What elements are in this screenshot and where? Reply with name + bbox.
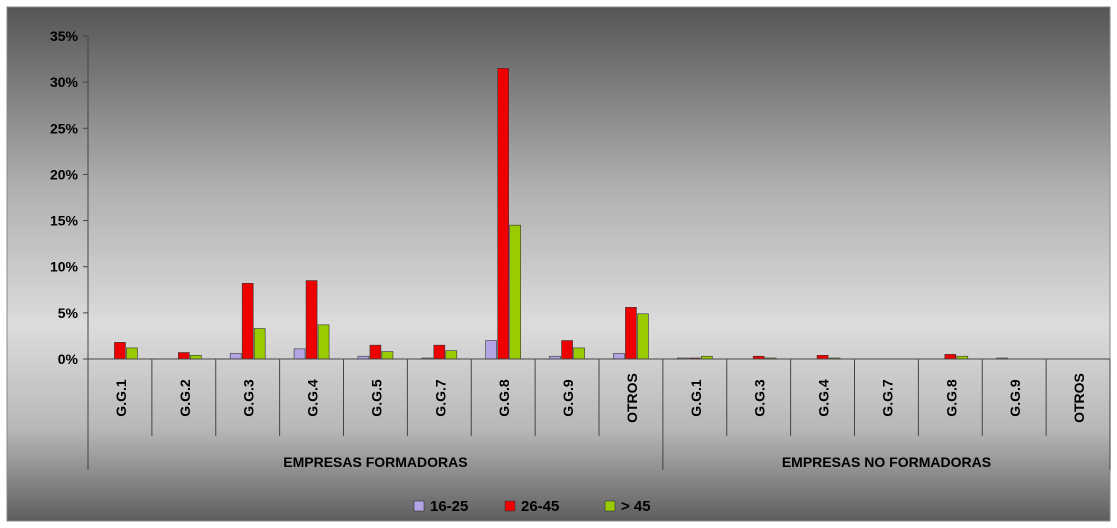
bar bbox=[293, 348, 306, 360]
bar bbox=[637, 313, 649, 360]
bar bbox=[816, 355, 829, 360]
legend-swatch bbox=[504, 500, 516, 512]
x-tick-label: G.G.1 bbox=[688, 379, 704, 417]
bar bbox=[126, 347, 138, 360]
bar bbox=[114, 342, 126, 360]
y-tick-label: 30% bbox=[50, 74, 79, 90]
bar bbox=[433, 344, 446, 360]
y-tick-label: 20% bbox=[50, 166, 79, 182]
bar bbox=[573, 347, 585, 360]
bar bbox=[305, 280, 318, 360]
legend-label: > 45 bbox=[621, 498, 651, 515]
bar bbox=[613, 353, 625, 360]
x-tick-label: G.G.7 bbox=[879, 379, 895, 417]
x-tick-label: G.G.3 bbox=[752, 379, 768, 417]
x-tick-label: G.G.2 bbox=[177, 379, 193, 417]
x-tick-label: G.G.4 bbox=[305, 379, 321, 417]
x-axis: G.G.1 G.G.2 G.G.3 G.G.4 G.G.5 G.G.7 G.G.8 G.G.9… bbox=[87, 358, 1111, 470]
bar bbox=[497, 68, 509, 360]
bars bbox=[114, 68, 1008, 360]
y-axis: 0% 5% 10% 15% 20% 25% 30% 35% bbox=[50, 28, 89, 367]
bar bbox=[178, 352, 190, 360]
bar bbox=[317, 324, 330, 360]
y-tick-label: 15% bbox=[50, 213, 79, 229]
bar bbox=[944, 354, 957, 360]
x-group-label: EMPRESAS FORMADORAS bbox=[283, 454, 467, 470]
y-tick-label: 10% bbox=[50, 259, 79, 275]
y-tick-label: 25% bbox=[50, 120, 79, 136]
legend-label: 16-25 bbox=[430, 498, 468, 515]
x-tick-label: G.G.1 bbox=[113, 379, 129, 417]
bar bbox=[253, 328, 266, 360]
x-tick-label: G.G.4 bbox=[816, 379, 832, 417]
chart-background bbox=[6, 6, 1111, 522]
legend-swatch bbox=[413, 500, 425, 512]
bar bbox=[241, 283, 254, 360]
x-tick-label: G.G.5 bbox=[368, 379, 384, 417]
x-tick-label: OTROS bbox=[624, 373, 640, 423]
x-tick-label: G.G.3 bbox=[241, 379, 257, 417]
x-tick-label: G.G.9 bbox=[1007, 379, 1023, 417]
y-tick-label: 5% bbox=[58, 305, 79, 321]
x-tick-label: G.G.9 bbox=[560, 379, 576, 417]
x-tick-label: G.G.8 bbox=[496, 379, 512, 417]
bar bbox=[190, 355, 202, 360]
legend-label: 26-45 bbox=[521, 498, 559, 515]
bar bbox=[485, 340, 497, 360]
y-tick-label: 35% bbox=[50, 28, 79, 44]
legend-swatch bbox=[604, 500, 616, 512]
bar bbox=[561, 340, 573, 360]
bar bbox=[445, 350, 458, 360]
bar bbox=[229, 353, 242, 360]
x-tick-label: G.G.8 bbox=[943, 379, 959, 417]
bar bbox=[625, 307, 637, 360]
x-tick-label: OTROS bbox=[1071, 373, 1087, 423]
bar bbox=[509, 224, 521, 360]
y-tick-label: 0% bbox=[58, 351, 79, 367]
x-tick-label: G.G.7 bbox=[432, 379, 448, 417]
bar bbox=[381, 351, 394, 360]
x-group-label: EMPRESAS NO FORMADORAS bbox=[782, 454, 991, 470]
legend: 16-25 26-45 > 45 bbox=[413, 498, 651, 515]
bar bbox=[369, 344, 382, 360]
